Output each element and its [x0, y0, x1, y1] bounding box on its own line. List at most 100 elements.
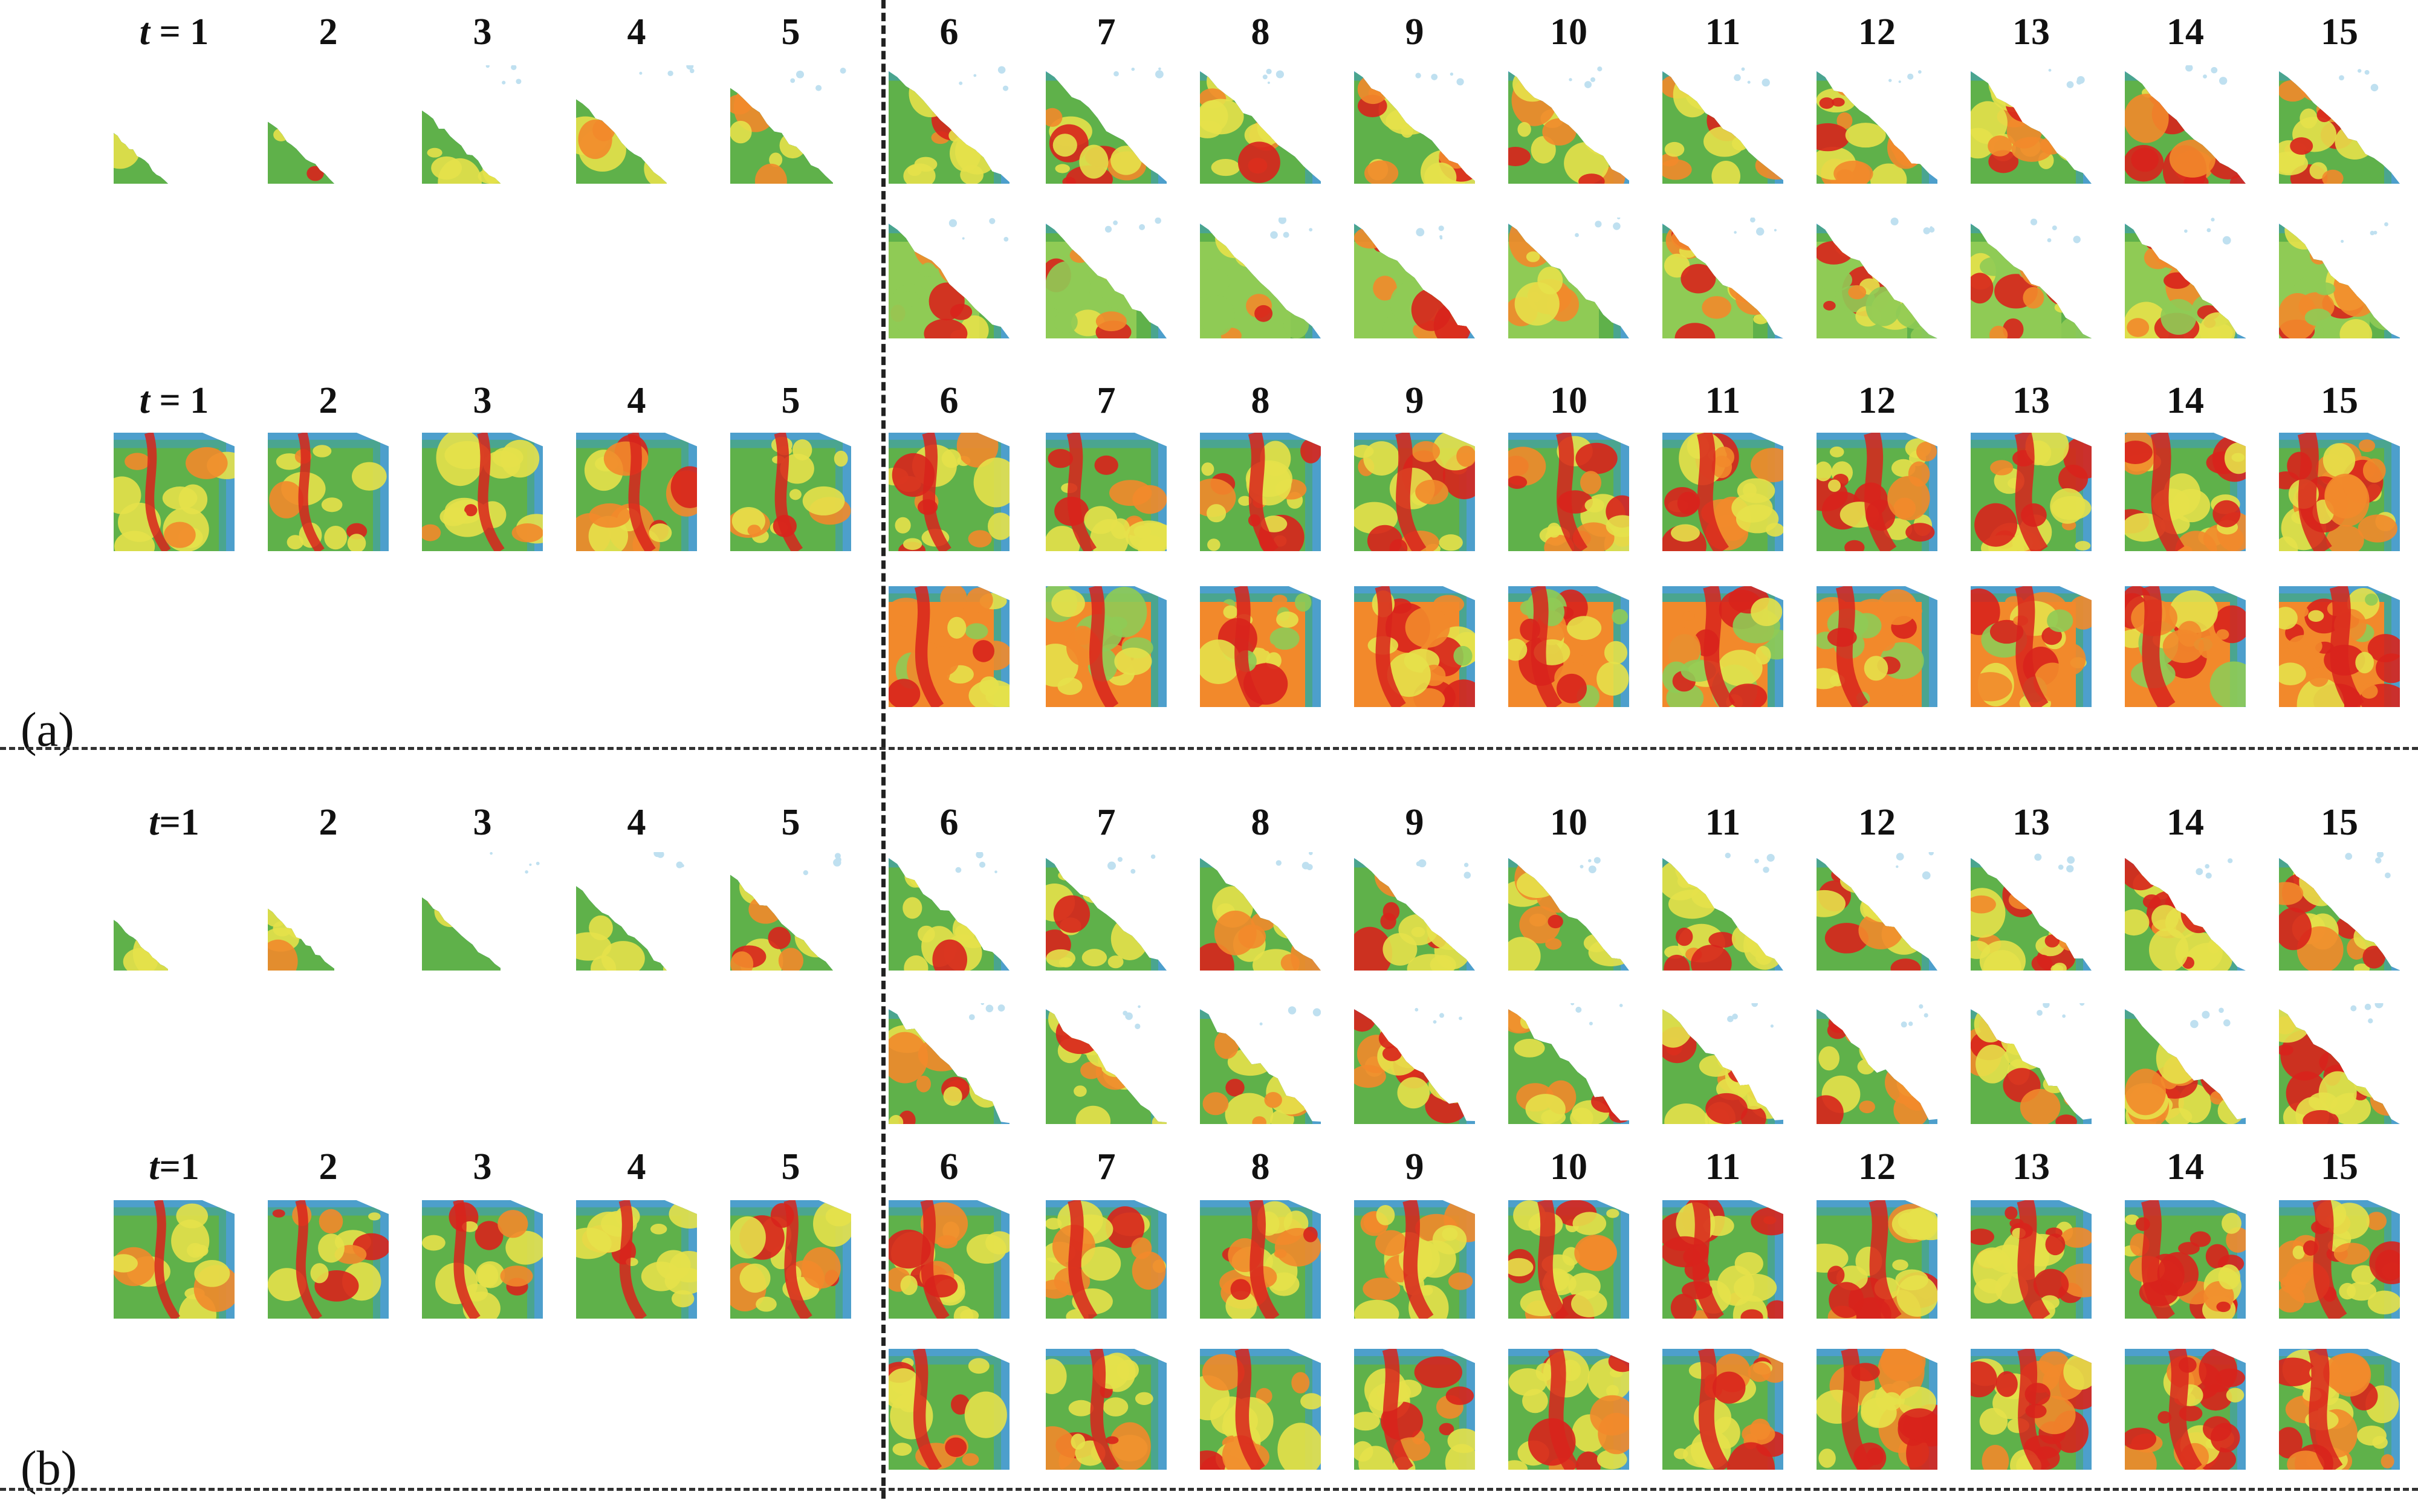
time-label: 9	[1405, 802, 1424, 843]
time-label: 5	[781, 380, 800, 421]
heatmap-tile	[1817, 586, 1937, 707]
heatmap-tile	[1200, 1200, 1321, 1319]
heatmap-tile	[2279, 1003, 2400, 1124]
heatmap-tile	[2279, 852, 2400, 971]
time-label: t = 1	[139, 380, 209, 421]
time-label: 5	[781, 802, 800, 843]
heatmap-tile	[1046, 852, 1167, 971]
heatmap-tile	[730, 852, 851, 971]
heatmap-tile	[1354, 586, 1475, 707]
heatmap-tile	[1971, 1200, 2092, 1319]
heatmap-tile	[2279, 1349, 2400, 1470]
heatmap-tile	[730, 1200, 851, 1319]
heatmap-tile	[114, 1200, 235, 1319]
time-label: 2	[319, 802, 338, 843]
time-label: 9	[1405, 380, 1424, 421]
heatmap-tile	[1508, 1349, 1629, 1470]
heatmap-tile	[576, 1200, 697, 1319]
heatmap-tile	[2279, 1200, 2400, 1319]
heatmap-tile	[1817, 218, 1937, 338]
heatmap-tile	[2125, 1349, 2246, 1470]
time-label: 4	[627, 380, 646, 421]
time-label: 8	[1251, 802, 1270, 843]
heatmap-tile	[1200, 852, 1321, 971]
heatmap-tile	[268, 433, 389, 551]
heatmap-tile	[1200, 1003, 1321, 1124]
time-label: 4	[627, 1146, 646, 1187]
heatmap-tile	[1200, 65, 1321, 184]
heatmap-tile	[576, 65, 697, 184]
time-label: 12	[1858, 380, 1896, 421]
heatmap-tile	[2125, 218, 2246, 338]
time-label: 14	[2167, 11, 2204, 53]
heatmap-tile	[1046, 1200, 1167, 1319]
time-label: 10	[1550, 802, 1587, 843]
heatmap-tile	[1508, 1200, 1629, 1319]
heatmap-tile	[2125, 852, 2246, 971]
heatmap-tile	[1508, 852, 1629, 971]
heatmap-tile	[1508, 218, 1629, 338]
time-label: 7	[1097, 11, 1116, 53]
heatmap-tile	[1817, 65, 1937, 184]
heatmap-tile	[1046, 586, 1167, 707]
heatmap-tile	[422, 1200, 543, 1319]
heatmap-tile	[576, 852, 697, 971]
heatmap-tile	[730, 65, 851, 184]
time-label: 8	[1251, 380, 1270, 421]
panel-separator	[0, 747, 2418, 750]
time-label: 15	[2321, 11, 2358, 53]
time-label: 9	[1405, 11, 1424, 53]
time-label: 15	[2321, 1146, 2358, 1187]
heatmap-tile	[1662, 852, 1783, 971]
time-label: 11	[1705, 1146, 1741, 1187]
heatmap-tile	[1971, 65, 2092, 184]
time-label: 11	[1705, 11, 1741, 53]
heatmap-tile	[268, 852, 389, 971]
time-label: t=1	[149, 1146, 199, 1187]
heatmap-tile	[1046, 65, 1167, 184]
heatmap-tile	[889, 1349, 1010, 1470]
heatmap-tile	[1354, 1003, 1475, 1124]
heatmap-tile	[2125, 433, 2246, 551]
heatmap-tile	[1971, 433, 2092, 551]
heatmap-tile	[1508, 433, 1629, 551]
time-label: 3	[473, 1146, 492, 1187]
heatmap-tile	[889, 218, 1010, 338]
time-label: 13	[2012, 1146, 2050, 1187]
heatmap-tile	[2125, 1003, 2246, 1124]
heatmap-tile	[268, 65, 389, 184]
time-label: 12	[1858, 802, 1896, 843]
heatmap-tile	[1971, 852, 2092, 971]
time-label: 6	[939, 11, 959, 53]
time-label: t=1	[149, 802, 199, 843]
time-label: 13	[2012, 380, 2050, 421]
heatmap-tile	[1817, 1003, 1937, 1124]
heatmap-tile	[1817, 433, 1937, 551]
heatmap-tile	[2279, 65, 2400, 184]
heatmap-tile	[1200, 218, 1321, 338]
time-label: 3	[473, 11, 492, 53]
heatmap-tile	[1662, 1200, 1783, 1319]
time-label: 13	[2012, 802, 2050, 843]
heatmap-tile	[422, 65, 543, 184]
heatmap-tile	[2279, 218, 2400, 338]
heatmap-tile	[889, 852, 1010, 971]
heatmap-tile	[422, 433, 543, 551]
heatmap-tile	[1508, 1003, 1629, 1124]
time-label: 15	[2321, 380, 2358, 421]
heatmap-tile	[1971, 1349, 2092, 1470]
heatmap-tile	[1817, 852, 1937, 971]
heatmap-tile	[1354, 1349, 1475, 1470]
heatmap-tile	[1046, 433, 1167, 551]
time-label: 9	[1405, 1146, 1424, 1187]
time-label: 6	[939, 1146, 959, 1187]
heatmap-tile	[1971, 1003, 2092, 1124]
heatmap-tile	[730, 433, 851, 551]
heatmap-tile	[1971, 218, 2092, 338]
time-label: 2	[319, 11, 338, 53]
panel-label: (b)	[21, 1442, 77, 1495]
heatmap-tile	[576, 433, 697, 551]
heatmap-tile	[1817, 1349, 1937, 1470]
time-label: 7	[1097, 380, 1116, 421]
